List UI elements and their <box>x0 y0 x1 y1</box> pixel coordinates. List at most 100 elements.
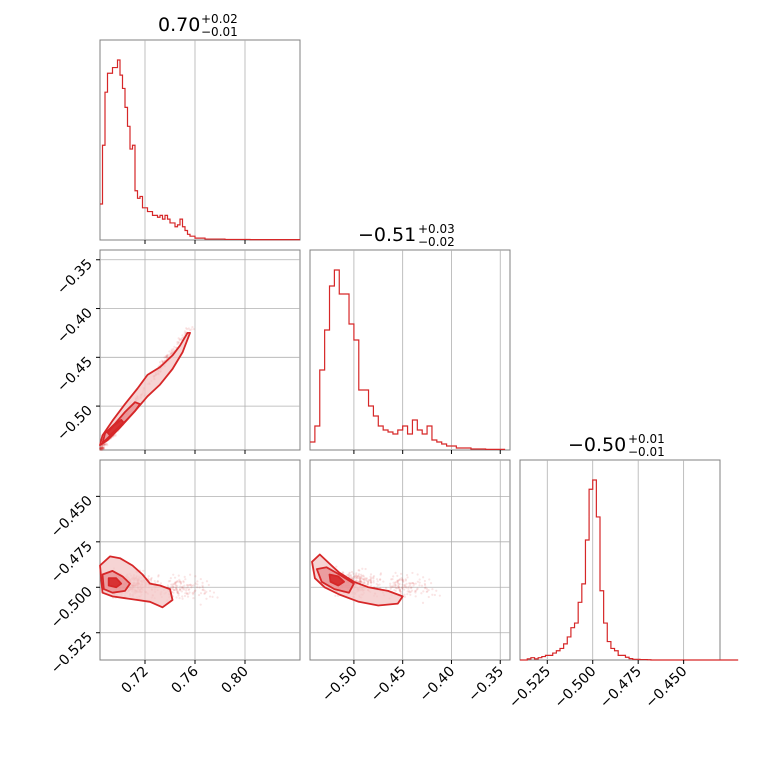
corner-p2-p3-xtick-label-2: −0.40 <box>417 664 459 706</box>
corner-p2-p3-point-94 <box>397 586 401 589</box>
corner-p2-p3-point-135 <box>418 584 421 587</box>
corner-p2-p3-point-367 <box>347 573 350 577</box>
corner-p2-p3-point-377 <box>357 574 360 578</box>
corner-p1-p3-point-142 <box>178 580 182 583</box>
corner-p2-p3-point-190 <box>399 590 402 593</box>
corner-p2-p3-point-460 <box>407 585 410 588</box>
corner-p2-p3-point-475 <box>410 582 413 585</box>
corner-p2-p3-point-375 <box>431 593 434 596</box>
corner-p1-p3-point-476 <box>188 588 191 591</box>
corner-p1-p2-ytick-label-3: −0.50 <box>54 403 96 445</box>
corner-p1-p3-point-135 <box>196 586 199 589</box>
corner-p2-p3-point-63 <box>418 581 421 584</box>
corner-p1-p2-point-36 <box>180 338 183 341</box>
corner-p2-p3-point-499 <box>406 593 409 596</box>
corner-p1-p2-point-66 <box>103 444 106 447</box>
corner-p2-p3-point-144 <box>391 585 395 589</box>
corner-p2-p3-point-254 <box>405 582 408 585</box>
corner-p1-p2-point-468 <box>101 448 104 452</box>
corner-p1-p2-point-368 <box>101 444 104 447</box>
corner-p1-p2-ytick-label-2: −0.45 <box>54 354 96 396</box>
corner-p2-p3-point-255 <box>427 588 430 592</box>
corner-p1-p3-point-384 <box>174 586 177 590</box>
corner-p1-p3-point-398 <box>193 590 196 593</box>
corner-p1-p2-point-496 <box>101 446 104 450</box>
corner-p1-p2-point-375 <box>188 329 192 332</box>
corner-p2-p3-point-99 <box>359 578 362 581</box>
corner-p1-p3-contour-outer <box>99 555 174 609</box>
corner-p1-p3-point-186 <box>166 584 169 587</box>
title-p3-main: −0.50 <box>568 434 626 456</box>
corner-p2-p3-point-198 <box>427 595 430 599</box>
corner-p2-p3-point-104 <box>369 579 372 582</box>
hist-p3-xtick-label-2: −0.475 <box>597 664 645 712</box>
corner-p1-p2-point-447 <box>100 448 103 451</box>
corner-p1-p3-point-286 <box>183 575 186 578</box>
corner-p1-p2-point-382 <box>169 353 172 356</box>
corner-p2-p3-point-173 <box>351 577 354 580</box>
corner-p1-p3-point-426 <box>172 573 175 576</box>
corner-p2-p3-point-284 <box>402 578 405 582</box>
corner-p2-p3-point-149 <box>355 576 358 579</box>
corner-p1-p3-point-399 <box>216 596 219 599</box>
corner-p1-p2-point-150 <box>183 332 186 335</box>
corner-p1-p3-point-140 <box>175 585 178 588</box>
corner-p1-p3-point-403 <box>182 581 185 584</box>
corner-p2-p3-point-515 <box>409 593 412 596</box>
corner-p2-p3-point-155 <box>394 589 397 593</box>
corner-p1-p3-point-255 <box>205 590 208 593</box>
corner-p2-p3-point-457 <box>365 577 368 581</box>
corner-p1-p3-point-206 <box>179 582 182 585</box>
corner-p2-p3-point-82 <box>366 583 369 587</box>
corner-p1-p2-point-279 <box>183 330 186 333</box>
corner-p2-p3-point-217 <box>357 569 360 572</box>
corner-p2-p3-point-39 <box>416 580 419 583</box>
corner-p1-p3-point-472 <box>157 575 160 578</box>
corner-p2-p3-point-380 <box>409 582 412 585</box>
corner-p2-p3-point-348 <box>370 581 373 584</box>
corner-p2-p3-point-17 <box>348 571 351 574</box>
corner-p1-p2-point-333 <box>102 446 105 450</box>
corner-p2-p3-point-111 <box>416 573 419 576</box>
corner-p1-p2-point-399 <box>192 328 195 331</box>
hist-p1-steps <box>100 59 300 241</box>
corner-p1-p3-point-183 <box>199 577 202 581</box>
corner-p2-p3-point-92 <box>394 581 397 584</box>
corner-p1-p3-point-111 <box>194 575 197 578</box>
corner-p2-p3-point-131 <box>398 588 401 592</box>
corner-p1-p3-point-375 <box>208 595 212 598</box>
corner-p1-p3-point-268 <box>182 580 185 583</box>
corner-p1-p2-point-124 <box>161 361 164 364</box>
corner-p2-p3-point-419 <box>402 579 405 583</box>
corner-p2-p3-point-67 <box>397 586 401 589</box>
corner-p1-p3-point-246 <box>203 589 206 592</box>
corner-p2-p3-point-194 <box>369 578 372 581</box>
corner-p2-p3-point-48 <box>379 572 383 575</box>
corner-p2-p3-point-331 <box>405 586 408 589</box>
corner-p2-p3-point-276 <box>433 593 436 597</box>
corner-p2-p3-point-341 <box>355 573 358 576</box>
corner-p2-p3-point-0 <box>382 580 385 583</box>
corner-p1-p2-point-141 <box>100 447 103 450</box>
corner-p1-p2-point-403 <box>166 355 169 358</box>
corner-p1-p2-point-419 <box>165 354 168 357</box>
corner-p1-p3-point-207 <box>201 588 204 592</box>
corner-p1-p3-point-380 <box>186 584 189 587</box>
corner-p1-p2-point-320 <box>100 447 103 450</box>
corner-p2-p3-point-275 <box>403 584 406 587</box>
corner-p1-p3-point-76 <box>174 582 177 585</box>
corner-p1-p3-point-432 <box>178 578 181 582</box>
corner-p1-p2-point-249 <box>102 447 106 450</box>
corner-p1-p2-point-476 <box>172 347 175 351</box>
corner-p1-p3-point-460 <box>185 587 188 590</box>
corner-p1-p3-point-46 <box>172 586 175 589</box>
corner-p1-p2-point-286 <box>167 353 170 356</box>
corner-p1-p3-point-84 <box>202 588 205 591</box>
corner-p1-p3-point-475 <box>187 583 190 587</box>
corner-p2-p3-point-315 <box>360 576 363 579</box>
corner-p2-p3-point-289 <box>361 581 364 584</box>
hist-p1-frame <box>99 39 301 241</box>
corner-p2-p3-point-470 <box>350 576 353 579</box>
corner-p1-p2-point-80 <box>100 447 103 450</box>
corner-p1-p3-point-94 <box>175 588 178 591</box>
